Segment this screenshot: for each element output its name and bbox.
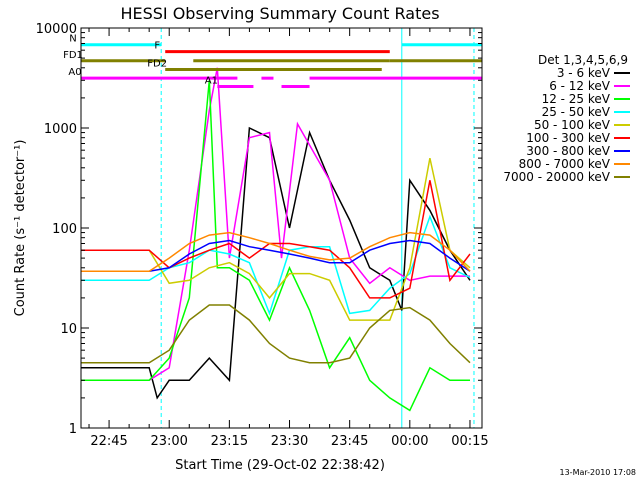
legend-label: 800 - 7000 keV <box>519 157 611 171</box>
legend-label: 25 - 50 keV <box>542 105 611 119</box>
series-line <box>81 80 470 412</box>
y-axis-label: Count Rate (s⁻¹ detector⁻¹) <box>13 140 28 317</box>
annotation-label: FD1 <box>63 50 83 61</box>
series-line <box>81 126 471 400</box>
legend-label: 50 - 100 keV <box>534 118 611 132</box>
series-line <box>81 67 470 382</box>
x-axis: 22:45 23:00 23:15 23:30 23:45 00:00 00:15 <box>88 28 489 449</box>
x-tick-label: 23:45 <box>331 434 368 449</box>
chart-title: HESSI Observing Summary Count Rates <box>120 4 439 23</box>
legend-title: Det 1,3,4,5,6,9 <box>538 53 628 67</box>
x-tick-label: 23:00 <box>150 434 187 449</box>
y-tick-label: 1 <box>69 422 77 437</box>
annotation-label: A0 <box>68 67 81 78</box>
series-line <box>81 214 471 316</box>
legend-label: 6 - 12 keV <box>549 79 611 93</box>
y-tick-label: 10 <box>60 322 77 337</box>
x-tick-label: 23:15 <box>211 434 248 449</box>
y-tick-label: 100 <box>52 222 77 237</box>
y-tick-label: 1000 <box>44 122 77 137</box>
plot-area: N F FD1 FD2 A0 A1 <box>63 27 483 429</box>
series-line <box>81 239 471 272</box>
y-axis: 1 10 100 1000 10000 <box>36 22 482 437</box>
x-axis-label: Start Time (29-Oct-02 22:38:42) <box>175 458 385 473</box>
legend-label: 7000 - 20000 keV <box>503 170 610 184</box>
series-line <box>81 231 471 272</box>
annotation-label: F <box>154 41 160 52</box>
series-line <box>81 180 471 299</box>
y-tick-label: 10000 <box>36 22 77 37</box>
annotation-label: N <box>69 34 76 45</box>
legend-label: 300 - 800 keV <box>526 144 610 158</box>
legend-label: 3 - 6 keV <box>557 66 611 80</box>
annotation-label: A1 <box>205 76 218 87</box>
x-tick-label: 23:30 <box>271 434 308 449</box>
series-line <box>81 304 471 364</box>
legend-label: 12 - 25 keV <box>542 92 611 106</box>
legend-label: 100 - 300 keV <box>526 131 610 145</box>
x-tick-label: 00:15 <box>451 434 488 449</box>
x-tick-label: 22:45 <box>90 434 127 449</box>
series-line <box>81 157 471 321</box>
footer-date: 13-Mar-2010 17:08 <box>560 468 637 477</box>
annotation-label: FD2 <box>147 58 167 69</box>
x-tick-label: 00:00 <box>391 434 428 449</box>
